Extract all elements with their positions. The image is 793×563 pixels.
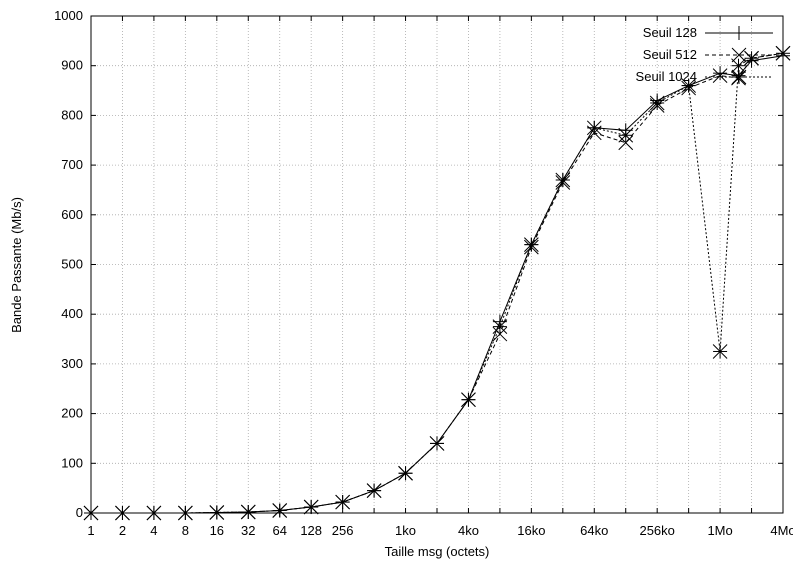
marker-stroke xyxy=(744,50,759,66)
x-tick-label: 256 xyxy=(332,523,354,538)
marker-stroke xyxy=(681,78,696,93)
grid-lines xyxy=(91,16,783,513)
x-axis-ticks: 1 2 4 8 16 32 64 128 256 1ko 4ko 16ko 64ko 256ko 1Mo 4M… xyxy=(87,16,793,538)
marker-stroke xyxy=(731,47,747,63)
data-point xyxy=(146,505,162,521)
series-group xyxy=(83,45,791,521)
data-point xyxy=(731,69,747,85)
x-tick-label: 32 xyxy=(241,523,255,538)
data-point xyxy=(209,505,225,520)
x-tick-label: 1 xyxy=(87,523,94,538)
x-tick-label: 1Mo xyxy=(707,523,732,538)
y-tick-label: 100 xyxy=(61,455,83,470)
data-point xyxy=(335,494,350,510)
marker-stroke xyxy=(775,45,791,61)
y-axis-label: Bande Passante (Mb/s) xyxy=(9,197,24,333)
data-point xyxy=(303,499,319,515)
y-axis-ticks: 0 100 200 300 400 500 600 700 800 900 1000 xyxy=(54,8,783,520)
data-point xyxy=(492,326,508,342)
marker-stroke xyxy=(492,319,508,334)
data-point xyxy=(429,436,445,451)
legend: Seuil 128 Seuil 512 Seuil 1024 xyxy=(636,25,773,85)
marker-stroke xyxy=(731,69,747,85)
y-tick-label: 300 xyxy=(61,356,83,371)
marker-stroke xyxy=(83,505,99,521)
data-point xyxy=(712,344,728,359)
data-point xyxy=(731,58,746,74)
data-point xyxy=(618,135,634,151)
data-point xyxy=(398,465,413,481)
y-tick-label: 700 xyxy=(61,157,83,172)
marker-stroke xyxy=(555,172,571,188)
data-point xyxy=(712,68,728,83)
x-axis-label: Taille msg (octets) xyxy=(385,544,490,559)
y-tick-label: 0 xyxy=(76,505,83,520)
y-tick-label: 800 xyxy=(61,107,83,122)
data-point xyxy=(555,172,571,188)
marker-stroke xyxy=(366,483,382,498)
marker-stroke xyxy=(303,499,319,515)
data-point xyxy=(713,66,728,81)
marker-stroke xyxy=(649,95,665,111)
legend-label: Seuil 1024 xyxy=(636,69,697,84)
x-tick-label: 1ko xyxy=(395,523,416,538)
marker-stroke xyxy=(115,505,130,521)
data-point xyxy=(586,120,602,136)
y-tick-label: 1000 xyxy=(54,8,83,23)
y-tick-label: 500 xyxy=(61,257,83,272)
y-tick-label: 600 xyxy=(61,207,83,222)
marker-stroke xyxy=(586,120,602,136)
marker-stroke xyxy=(618,127,634,143)
x-tick-label: 16 xyxy=(210,523,224,538)
data-point xyxy=(649,95,665,111)
data-point xyxy=(618,127,634,143)
x-tick-label: 2 xyxy=(119,523,126,538)
y-tick-label: 400 xyxy=(61,306,83,321)
legend-label: Seuil 512 xyxy=(643,47,697,62)
marker-stroke xyxy=(461,392,476,408)
x-tick-label: 64ko xyxy=(580,523,608,538)
data-point xyxy=(272,503,288,518)
legend-label: Seuil 128 xyxy=(643,25,697,40)
data-point xyxy=(731,47,747,63)
data-point xyxy=(240,504,256,520)
marker-stroke xyxy=(335,494,350,510)
marker-stroke xyxy=(429,436,445,451)
y-tick-label: 200 xyxy=(61,406,83,421)
marker-stroke xyxy=(240,504,256,520)
data-point xyxy=(366,483,382,498)
y-tick-label: 900 xyxy=(61,58,83,73)
data-point xyxy=(775,45,791,61)
marker-stroke xyxy=(618,135,634,151)
data-point xyxy=(461,392,476,408)
data-point xyxy=(492,319,508,334)
marker-stroke xyxy=(209,505,225,520)
data-point xyxy=(83,505,99,521)
marker-stroke xyxy=(178,505,193,521)
data-point xyxy=(732,26,746,40)
x-tick-label: 16ko xyxy=(517,523,545,538)
data-point xyxy=(744,50,759,66)
marker-stroke xyxy=(272,503,288,518)
marker-stroke xyxy=(146,505,162,521)
marker-stroke xyxy=(712,68,728,83)
marker-stroke xyxy=(731,58,746,74)
x-tick-label: 4Mo xyxy=(770,523,793,538)
marker-stroke xyxy=(398,465,413,481)
data-point xyxy=(524,237,539,252)
data-point xyxy=(178,505,193,521)
marker-stroke xyxy=(524,237,539,252)
x-tick-label: 4 xyxy=(150,523,157,538)
x-tick-label: 128 xyxy=(300,523,322,538)
data-point xyxy=(681,78,696,93)
x-tick-label: 256ko xyxy=(639,523,674,538)
x-tick-label: 8 xyxy=(182,523,189,538)
marker-stroke xyxy=(712,344,728,359)
marker-stroke xyxy=(492,326,508,342)
data-point xyxy=(115,505,130,521)
x-tick-label: 4ko xyxy=(458,523,479,538)
x-tick-label: 64 xyxy=(272,523,286,538)
